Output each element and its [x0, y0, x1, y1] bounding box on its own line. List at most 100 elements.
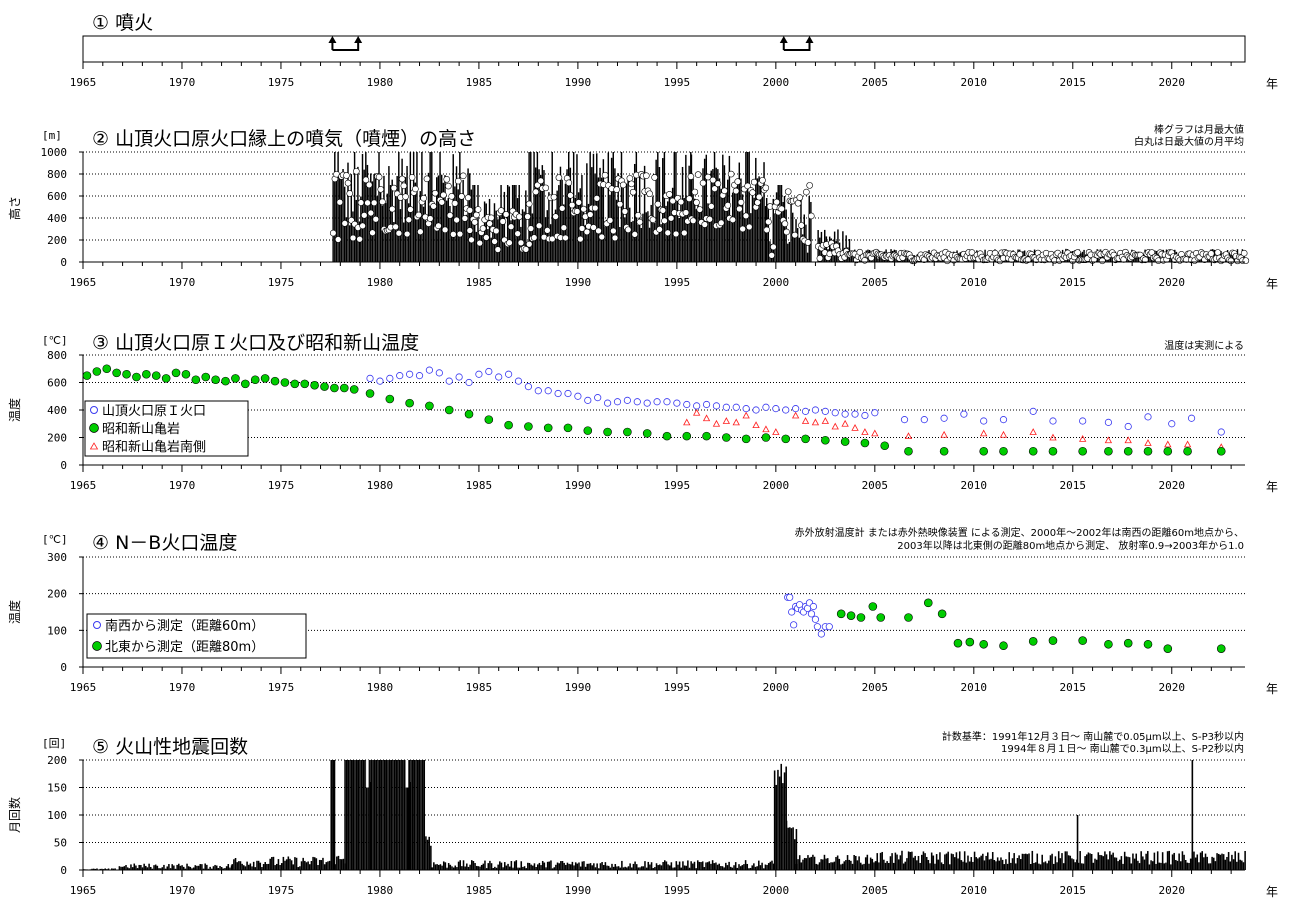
- quake-bar: [199, 864, 202, 870]
- height-bar: [751, 188, 754, 262]
- daily-mean-dot: [525, 240, 533, 248]
- showa-south-point: [871, 429, 879, 437]
- quake-bar: [713, 863, 716, 870]
- showa-kameiwa-point: [365, 389, 375, 398]
- crater-i-point: [900, 416, 909, 424]
- quake-bar: [639, 867, 641, 870]
- showa-kameiwa-point: [1078, 446, 1087, 456]
- quake-bar: [1057, 851, 1060, 870]
- quake-bar: [1135, 853, 1138, 870]
- quake-bar: [1120, 856, 1123, 870]
- crater-i-point: [406, 370, 414, 378]
- daily-mean-dot: [773, 198, 780, 206]
- quake-bar: [101, 868, 103, 870]
- daily-mean-dot: [370, 199, 378, 207]
- quake-bar: [543, 862, 546, 870]
- quake-bar: [1084, 856, 1086, 870]
- daily-mean-dot: [694, 171, 702, 178]
- northeast-point: [1048, 636, 1058, 645]
- panel4-legend-box: [86, 613, 307, 659]
- daily-mean-dot: [742, 212, 750, 220]
- quake-bar: [503, 862, 506, 870]
- quake-bar: [1049, 855, 1052, 870]
- height-bar: [414, 182, 417, 262]
- showa-south-point: [821, 417, 830, 424]
- showa-kameiwa-point: [999, 446, 1008, 456]
- height-bar: [401, 158, 403, 262]
- daily-mean-dot: [431, 189, 439, 197]
- showa-south-point: [1079, 435, 1087, 442]
- northeast-point: [856, 613, 866, 622]
- crater-i-point: [663, 398, 671, 406]
- quake-bar: [927, 859, 930, 870]
- quake-bar: [112, 868, 115, 870]
- height-bar: [648, 227, 651, 262]
- quake-bar: [439, 864, 442, 870]
- quake-bar: [942, 864, 945, 870]
- height-bar: [334, 152, 336, 262]
- daily-mean-dot: [466, 227, 474, 234]
- quake-bar: [1066, 851, 1068, 870]
- quake-bar: [1006, 863, 1009, 870]
- height-bar: [725, 187, 727, 262]
- quake-bar: [1227, 852, 1230, 870]
- height-bar: [361, 153, 364, 262]
- daily-mean-dot: [578, 225, 586, 232]
- quake-bar: [599, 863, 602, 870]
- panel5-title: ⑤ 火山性地震回数: [92, 736, 248, 758]
- daily-mean-dot: [606, 217, 614, 224]
- quake-bar: [1117, 861, 1119, 870]
- height-bar: [795, 219, 797, 262]
- daily-mean-dot: [629, 188, 637, 196]
- quake-bar: [949, 864, 951, 870]
- quake-bar: [355, 760, 358, 870]
- quake-bar: [848, 859, 850, 870]
- quake-bar: [1036, 853, 1039, 870]
- height-bar: [419, 191, 421, 262]
- daily-mean-dot: [405, 216, 413, 224]
- height-bar: [404, 177, 407, 262]
- height-bar: [848, 239, 851, 262]
- quake-bar: [388, 760, 391, 870]
- crater-i-point: [475, 370, 483, 378]
- quake-gap: [366, 760, 369, 788]
- height-bar: [340, 173, 343, 262]
- quake-bar: [1031, 850, 1034, 870]
- height-bar: [808, 196, 810, 262]
- quake-bar: [859, 862, 862, 870]
- daily-mean-dot: [745, 223, 753, 231]
- showa-south-point: [742, 411, 750, 419]
- quake-bar: [558, 863, 560, 870]
- quake-bar: [607, 865, 610, 870]
- showa-kameiwa-point: [82, 371, 92, 380]
- height-bar: [775, 192, 778, 262]
- quake-bar: [611, 863, 613, 870]
- panel2-note-1: 棒グラフは月最大値: [1154, 123, 1244, 136]
- quake-bar: [402, 760, 404, 870]
- showa-south-point: [1104, 436, 1113, 444]
- daily-mean-dot: [706, 215, 713, 223]
- daily-mean-dot: [403, 230, 411, 238]
- quake-bar: [204, 863, 206, 870]
- quake-bar: [654, 867, 656, 870]
- height-bar: [787, 243, 789, 262]
- height-bar: [396, 176, 398, 262]
- height-bar: [1149, 255, 1151, 262]
- quake-bar: [687, 860, 689, 870]
- daily-mean-dot: [737, 198, 745, 206]
- quake-bar: [299, 866, 301, 870]
- quake-bar: [1077, 862, 1080, 870]
- daily-mean-dot: [486, 220, 493, 227]
- quake-bar: [214, 864, 216, 870]
- southwest-point: [790, 621, 798, 629]
- quake-bar: [978, 857, 981, 870]
- y-tick-label: 50: [54, 837, 67, 850]
- quake-bar: [1196, 854, 1199, 870]
- daily-mean-dot: [379, 198, 386, 206]
- quake-bar: [515, 860, 518, 870]
- height-bar: [984, 249, 986, 262]
- quake-bar: [436, 864, 438, 870]
- daily-mean-dot: [729, 216, 737, 224]
- crater-i-point: [811, 406, 820, 414]
- quake-bar: [415, 760, 417, 870]
